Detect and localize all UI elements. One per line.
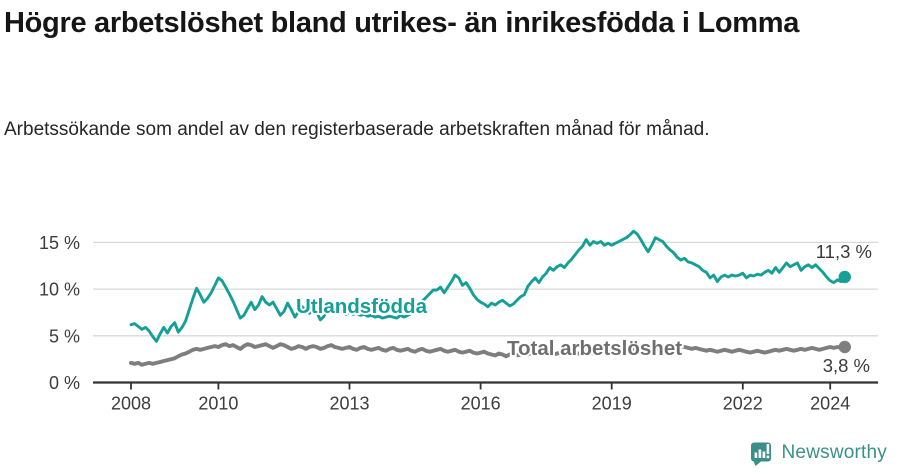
x-tick-label-2019: 2019 (592, 394, 632, 414)
x-tick-label-2010: 2010 (198, 394, 238, 414)
page-title: Högre arbetslöshet bland utrikes- än inr… (4, 7, 800, 39)
series-end-value-label-1: 3,8 % (823, 355, 870, 376)
series-end-value-label-0: 11,3 % (816, 241, 872, 262)
x-tick-label-2016: 2016 (461, 394, 501, 414)
newsworthy-logo-icon (750, 442, 771, 466)
x-tick-label-2024: 2024 (810, 394, 850, 414)
series-label-0: Utlandsfödda (296, 295, 428, 318)
x-tick-label-2013: 2013 (329, 394, 369, 414)
x-tick-label-2022: 2022 (723, 394, 763, 414)
y-tick-label-10: 10 % (39, 280, 80, 300)
series-end-dot-1 (838, 340, 851, 354)
x-tick-label-2008: 2008 (111, 394, 151, 414)
y-tick-label-0: 0 % (49, 373, 80, 393)
series-label-1: Total arbetslöshet (507, 337, 682, 360)
unemployment-line-chart: 2008 2010 2013 2016 2019 2022 2024 0 % 5 % 10 % 15… (39, 229, 878, 414)
newsworthy-brand-text: Newsworthy (781, 441, 887, 463)
chart-header: Högre arbetslöshet bland utrikes- än inr… (4, 4, 876, 42)
page-subtitle: Arbetssökande som andel av den registerb… (4, 119, 710, 140)
series-end-dot-0 (838, 270, 851, 284)
series-line-1 (129, 342, 847, 367)
y-tick-label-5: 5 % (49, 326, 80, 346)
series-line-0 (129, 229, 847, 343)
y-tick-label-15: 15 % (39, 233, 80, 253)
newsworthy-logo: Newsworthy (747, 439, 887, 466)
